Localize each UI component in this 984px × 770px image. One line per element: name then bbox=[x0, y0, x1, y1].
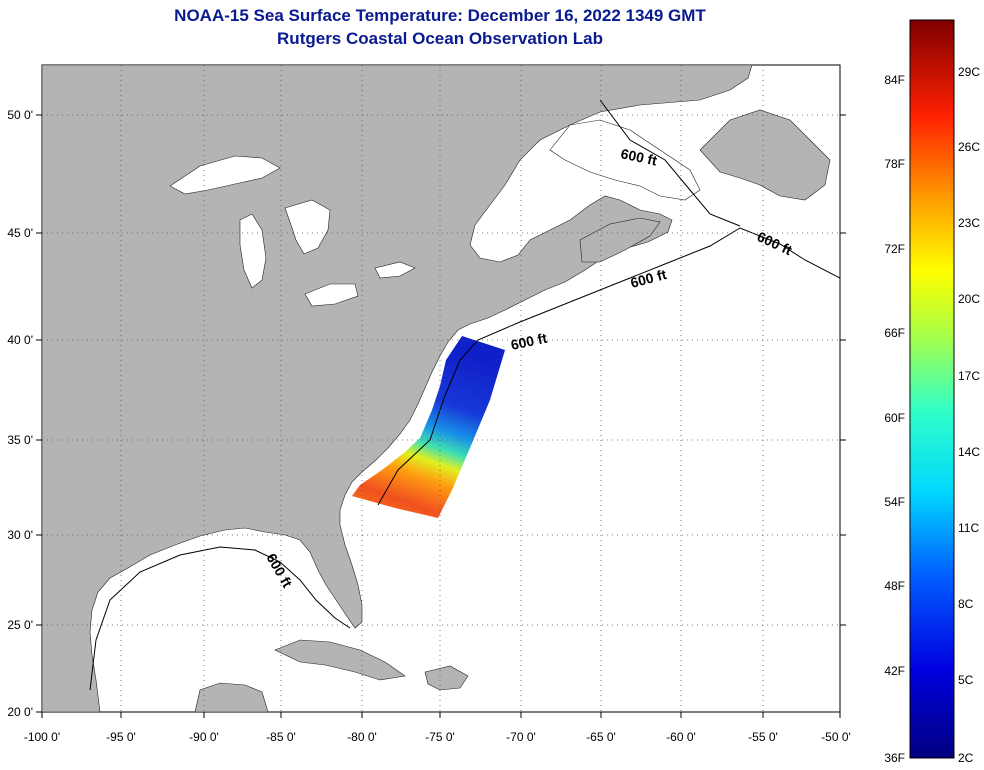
colorbar-c-label: 20C bbox=[958, 292, 980, 306]
isobath-label: 600 ft bbox=[619, 145, 658, 168]
map-subtitle: Rutgers Coastal Ocean Observation Lab bbox=[277, 29, 603, 48]
isobath-600ft-atlantic bbox=[377, 227, 840, 506]
colorbar-c-label: 8C bbox=[958, 597, 974, 611]
colorbar-f-label: 84F bbox=[884, 73, 905, 87]
colorbar-f-label: 78F bbox=[884, 157, 905, 171]
lon-label: -80 0' bbox=[347, 730, 377, 744]
colorbar-c-label: 5C bbox=[958, 673, 974, 687]
hispaniola-land bbox=[424, 665, 469, 691]
gulf-st-lawrence-water bbox=[549, 119, 701, 201]
colorbar-f-label: 54F bbox=[884, 495, 905, 509]
nova-scotia-land bbox=[579, 217, 661, 263]
lat-label: 45 0' bbox=[7, 226, 33, 240]
lon-label: -100 0' bbox=[24, 730, 60, 744]
lat-label: 25 0' bbox=[7, 618, 33, 632]
isobath-600ft-gulf bbox=[89, 546, 351, 691]
lon-label: -85 0' bbox=[266, 730, 296, 744]
colorbar-c-label: 29C bbox=[958, 65, 980, 79]
colorbar-c-label: 14C bbox=[958, 445, 980, 459]
lon-label: -90 0' bbox=[189, 730, 219, 744]
lon-label: -95 0' bbox=[106, 730, 136, 744]
colorbar-c-label: 17C bbox=[958, 369, 980, 383]
colorbar-c-label: 26C bbox=[958, 140, 980, 154]
cuba-land bbox=[274, 639, 406, 681]
yucatan-land bbox=[194, 682, 269, 712]
colorbar-f-label: 66F bbox=[884, 326, 905, 340]
isobath-label: 600 ft bbox=[509, 330, 548, 353]
colorbar-c-label: 11C bbox=[958, 521, 979, 535]
lon-label: -60 0' bbox=[666, 730, 696, 744]
axis-ticks bbox=[36, 114, 846, 718]
temperature-colorbar bbox=[909, 19, 955, 759]
north-america-land bbox=[42, 65, 753, 712]
isobath-600ft-north bbox=[599, 99, 741, 227]
lon-label: -50 0' bbox=[821, 730, 851, 744]
sst-satellite-swath bbox=[352, 336, 505, 518]
lon-label: -65 0' bbox=[586, 730, 616, 744]
lat-label: 40 0' bbox=[7, 333, 33, 347]
newfoundland-land bbox=[699, 109, 831, 201]
lon-label: -70 0' bbox=[506, 730, 536, 744]
colorbar-f-label: 42F bbox=[884, 664, 905, 678]
colorbar-f-label: 60F bbox=[884, 411, 905, 425]
colorbar-c-label: 2C bbox=[958, 751, 974, 765]
colorbar-f-label: 72F bbox=[884, 242, 905, 256]
lon-label: -75 0' bbox=[425, 730, 455, 744]
graticule bbox=[42, 65, 840, 712]
colorbar-c-label: 23C bbox=[958, 216, 980, 230]
colorbar-f-label: 36F bbox=[884, 751, 905, 765]
great-lakes bbox=[169, 155, 416, 307]
lat-label: 35 0' bbox=[7, 433, 33, 447]
colorbar-f-label: 48F bbox=[884, 579, 905, 593]
lon-label: -55 0' bbox=[748, 730, 778, 744]
map-title: NOAA-15 Sea Surface Temperature: Decembe… bbox=[174, 6, 706, 25]
lat-label: 20 0' bbox=[7, 705, 33, 719]
lat-label: 50 0' bbox=[7, 108, 33, 122]
lat-label: 30 0' bbox=[7, 528, 33, 542]
